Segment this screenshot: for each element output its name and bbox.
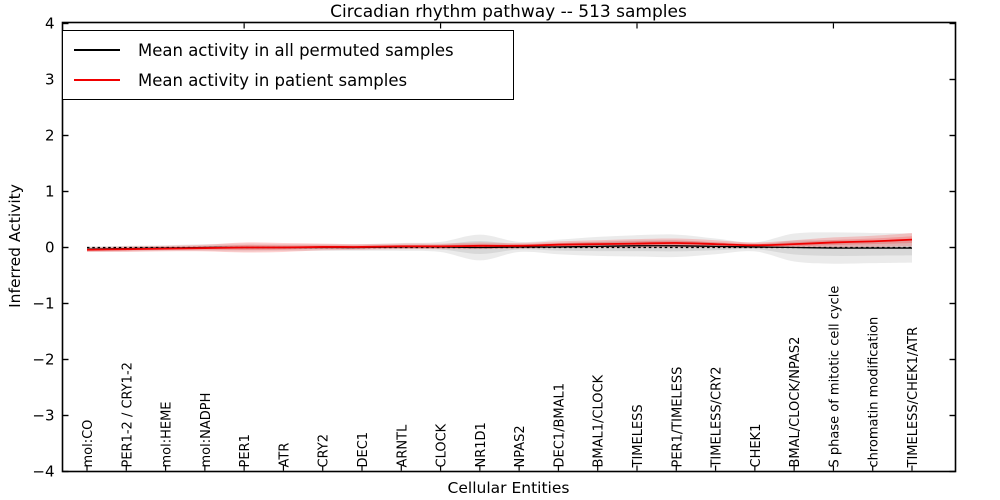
x-tick-label: DEC1/BMAL1	[552, 383, 567, 468]
x-tick-label: mol:HEME	[160, 401, 175, 467]
y-axis-label: Inferred Activity	[6, 184, 24, 308]
legend-item-patient: Mean activity in patient samples	[63, 65, 513, 95]
y-tick-label: 1	[45, 183, 55, 201]
x-tick-label: ATR	[277, 443, 292, 468]
x-axis-label: Cellular Entities	[447, 479, 570, 497]
x-tick-label: BMAL/CLOCK/NPAS2	[788, 337, 803, 468]
x-tick-label: TIMELESS/CHEK1/ATR	[906, 327, 921, 469]
y-tick-label: 2	[45, 127, 55, 145]
x-tick-label: NR1D1	[474, 422, 489, 467]
y-tick-label: −1	[32, 295, 54, 313]
y-tick-label: 4	[45, 15, 55, 33]
legend-item-permuted: Mean activity in all permuted samples	[63, 35, 513, 65]
x-tick-label: chromatin modification	[867, 317, 882, 468]
x-tick-label: S phase of mitotic cell cycle	[827, 286, 842, 468]
legend-label-patient: Mean activity in patient samples	[138, 70, 408, 90]
x-tick-label: NPAS2	[513, 425, 528, 467]
patient-mean-line	[86, 238, 913, 251]
x-tick-label: DEC1	[356, 432, 371, 468]
x-tick-label: ARNTL	[395, 424, 410, 468]
chart-title: Circadian rhythm pathway -- 513 samples	[330, 2, 687, 22]
x-tick-label: mol:NADPH	[199, 393, 214, 468]
x-tick-label: PER1/TIMELESS	[670, 367, 685, 468]
x-tick-label: PER1-2 / CRY1-2	[120, 362, 135, 467]
x-tick-label: CLOCK	[435, 423, 450, 467]
legend-line-permuted-icon	[74, 49, 120, 51]
x-tick-label: PER1	[238, 434, 253, 467]
y-tick-label: 3	[45, 71, 55, 89]
y-tick-label: −2	[32, 351, 54, 369]
x-tick-label: CHEK1	[749, 424, 764, 468]
y-tick-label: −4	[32, 463, 54, 481]
x-tick-label: BMAL1/CLOCK	[592, 374, 607, 467]
y-tick-label: −3	[32, 407, 54, 425]
legend-line-patient-icon	[74, 79, 120, 81]
permuted-band-outer	[87, 232, 912, 264]
legend: Mean activity in all permuted samples Me…	[62, 30, 514, 100]
y-tick-label: 0	[45, 239, 55, 257]
x-tick-label: TIMELESS	[631, 404, 646, 468]
x-tick-label: mol:CO	[81, 420, 96, 468]
x-tick-label: TIMELESS/CRY2	[710, 366, 725, 468]
legend-label-permuted: Mean activity in all permuted samples	[138, 40, 454, 60]
x-tick-label: CRY2	[317, 434, 332, 468]
